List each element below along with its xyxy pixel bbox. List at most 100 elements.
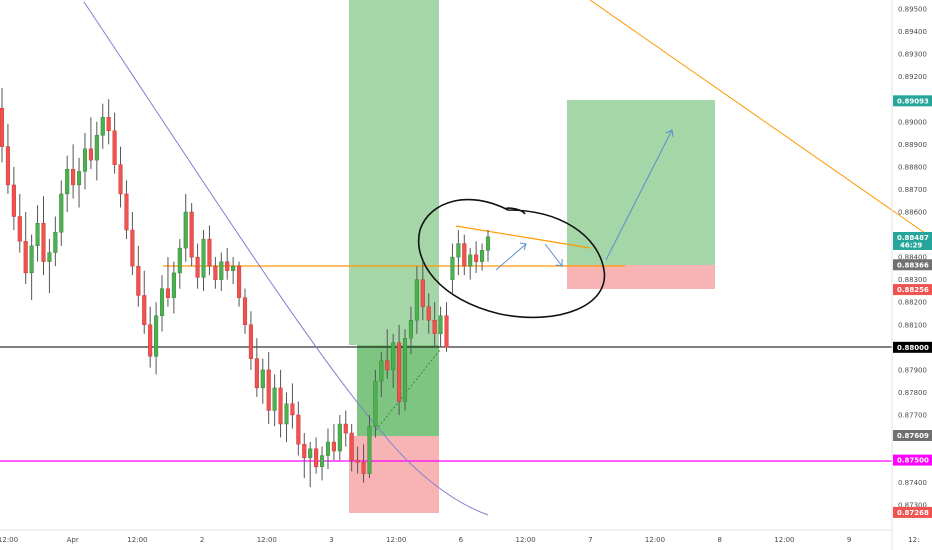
candle[interactable]	[349, 424, 354, 472]
candle[interactable]	[118, 146, 123, 208]
bear-candle-body	[266, 369, 271, 411]
bull-candle-body	[231, 265, 236, 271]
candle[interactable]	[35, 205, 40, 262]
candle[interactable]	[337, 414, 342, 461]
candle[interactable]	[426, 293, 431, 334]
candle[interactable]	[385, 329, 390, 379]
candle[interactable]	[94, 121, 99, 181]
candle[interactable]	[260, 358, 265, 404]
candle[interactable]	[408, 306, 413, 355]
candle[interactable]	[308, 442, 313, 488]
candle[interactable]	[266, 351, 271, 424]
candle[interactable]	[195, 243, 200, 289]
candle[interactable]	[213, 257, 218, 289]
candle[interactable]	[154, 302, 159, 375]
candle[interactable]	[71, 144, 76, 199]
candle[interactable]	[171, 261, 176, 314]
candle[interactable]	[159, 275, 165, 332]
candle[interactable]	[17, 193, 22, 253]
candle[interactable]	[402, 329, 408, 411]
candle[interactable]	[142, 270, 147, 334]
candle[interactable]	[456, 230, 461, 276]
candle[interactable]	[361, 444, 366, 483]
bull-candle-body	[159, 288, 165, 316]
candle[interactable]	[183, 193, 188, 262]
candle[interactable]	[485, 230, 491, 262]
candle[interactable]	[237, 261, 242, 307]
candle[interactable]	[438, 306, 443, 348]
bull-candle-body	[402, 338, 408, 402]
candle[interactable]	[474, 241, 479, 273]
candle[interactable]	[124, 180, 129, 240]
candle[interactable]	[331, 424, 336, 461]
price-tag-bg	[893, 430, 932, 442]
candle[interactable]	[242, 288, 248, 334]
candle[interactable]	[29, 234, 34, 300]
candle[interactable]	[77, 157, 82, 208]
candle[interactable]	[5, 124, 10, 194]
candle[interactable]	[165, 257, 170, 307]
candle[interactable]	[100, 103, 105, 149]
candle[interactable]	[254, 338, 259, 397]
candle[interactable]	[136, 245, 141, 307]
candle[interactable]	[450, 243, 455, 294]
bear-candle-body	[11, 184, 16, 217]
candle[interactable]	[278, 369, 283, 438]
candle[interactable]	[189, 202, 194, 267]
bear-candle-body	[314, 448, 319, 468]
candle[interactable]	[106, 99, 111, 145]
candle[interactable]	[414, 266, 419, 334]
downtrend-curve[interactable]	[83, 1, 489, 516]
candle[interactable]	[314, 437, 319, 474]
candle[interactable]	[272, 374, 277, 427]
candle[interactable]	[462, 234, 467, 276]
candle[interactable]	[59, 180, 64, 246]
candle[interactable]	[225, 248, 230, 280]
candle[interactable]	[53, 216, 58, 267]
candle[interactable]	[130, 212, 135, 276]
candle[interactable]	[65, 155, 70, 212]
triangle-upper-line[interactable]	[455, 225, 591, 249]
candle[interactable]	[41, 196, 46, 276]
candle[interactable]	[219, 252, 224, 291]
candle[interactable]	[284, 392, 289, 443]
price-tag-bg	[893, 284, 932, 296]
candle[interactable]	[177, 239, 182, 289]
candle[interactable]	[248, 311, 253, 370]
candle[interactable]	[379, 351, 384, 397]
candle[interactable]	[432, 302, 437, 348]
candle[interactable]	[468, 248, 473, 280]
candle[interactable]	[290, 383, 295, 429]
candle[interactable]	[231, 257, 236, 285]
candle[interactable]	[23, 212, 28, 285]
bear-candle-body	[349, 432, 354, 461]
candle[interactable]	[397, 324, 402, 415]
candle[interactable]	[444, 302, 449, 352]
candle[interactable]	[325, 428, 331, 470]
candle[interactable]	[480, 243, 485, 271]
candle[interactable]	[302, 433, 307, 479]
candle[interactable]	[367, 414, 372, 479]
candle[interactable]	[47, 239, 52, 294]
candle[interactable]	[82, 133, 88, 190]
candle[interactable]	[296, 401, 301, 456]
bull-candle-body	[47, 252, 52, 262]
candle[interactable]	[420, 261, 425, 321]
candle[interactable]	[112, 112, 117, 174]
candle[interactable]	[201, 230, 206, 291]
candle[interactable]	[11, 166, 16, 231]
bull-candle-body	[308, 448, 313, 459]
candle[interactable]	[207, 225, 212, 276]
candle[interactable]	[391, 333, 396, 388]
bull-candle-body	[59, 193, 64, 233]
long-trendline[interactable]	[589, 0, 932, 239]
candle[interactable]	[88, 117, 93, 170]
candle[interactable]	[343, 410, 348, 447]
drawings-layer	[83, 0, 932, 516]
candle[interactable]	[148, 306, 153, 368]
candle[interactable]	[320, 446, 325, 481]
candle[interactable]	[0, 87, 5, 163]
candle[interactable]	[373, 369, 378, 438]
candle[interactable]	[355, 446, 360, 474]
